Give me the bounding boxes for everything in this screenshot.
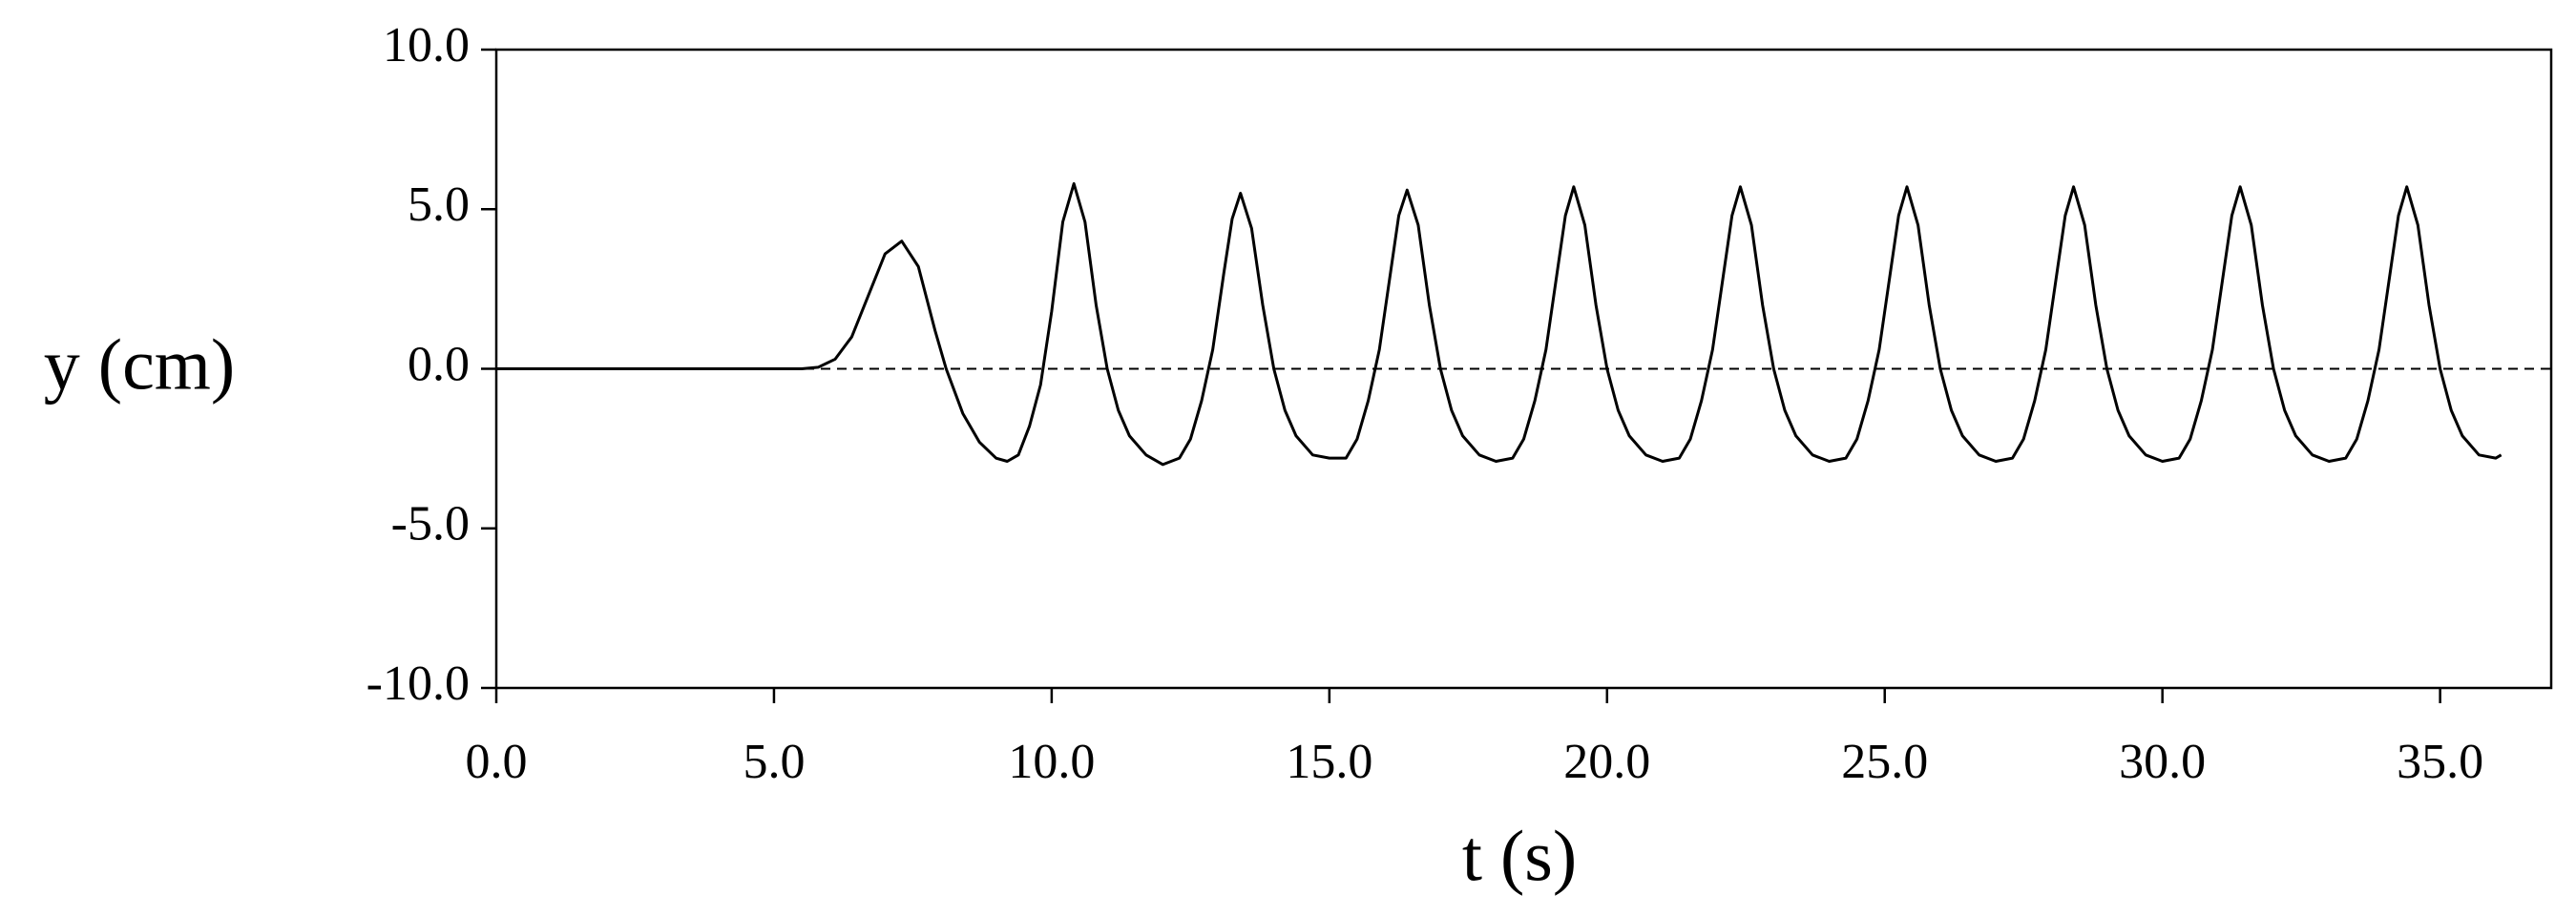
x-tick-label: 35.0 xyxy=(2397,735,2483,789)
y-tick-label: 10.0 xyxy=(383,18,470,73)
y-tick-label: -10.0 xyxy=(367,656,470,711)
data-line xyxy=(496,181,2503,467)
y-tick-label: -5.0 xyxy=(391,497,470,552)
y-tick-label: 0.0 xyxy=(408,337,470,391)
x-tick-label: 20.0 xyxy=(1563,735,1650,789)
x-tick-label: 30.0 xyxy=(2119,735,2206,789)
y-axis-title: y (cm) xyxy=(44,324,235,405)
x-tick-label: 10.0 xyxy=(1008,735,1095,789)
x-tick-label: 5.0 xyxy=(743,735,805,789)
x-axis-title: t (s) xyxy=(1462,816,1577,896)
x-tick-label: 0.0 xyxy=(466,735,528,789)
x-tick-label: 25.0 xyxy=(1841,735,1928,789)
x-tick-label: 15.0 xyxy=(1286,735,1372,789)
y-tick-label: 5.0 xyxy=(408,177,470,232)
